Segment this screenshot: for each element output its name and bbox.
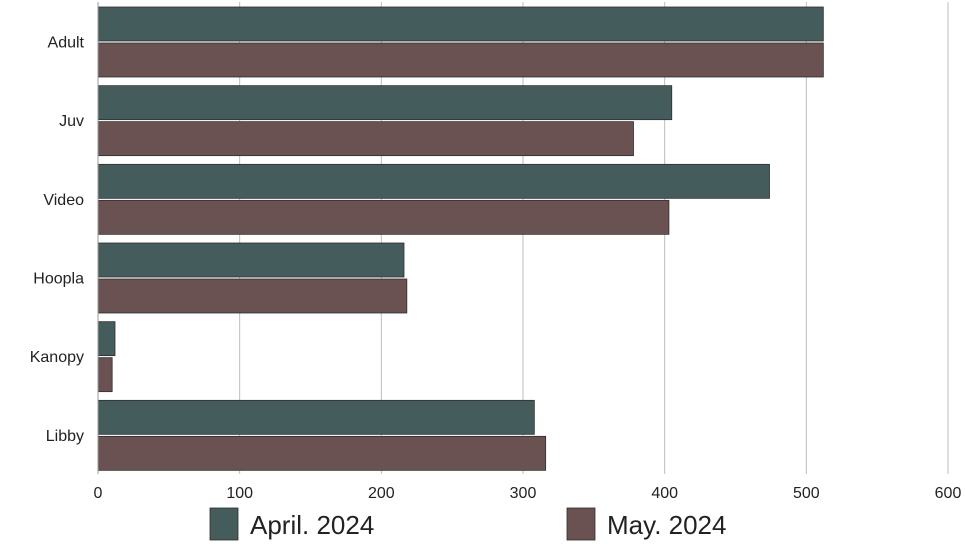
bar-libby-may [97,435,547,471]
x-tick-labels: 0 100 200 300 400 500 600 [94,485,962,502]
x-tick-label: 100 [226,485,253,502]
x-tick-label: 400 [651,485,678,502]
category-label-adult: Adult [48,35,85,52]
bar-libby-april [97,399,535,435]
bar-hoopla-april [97,242,405,278]
bar-adult-april [97,6,824,42]
bar-hoopla-may [97,278,408,314]
legend-swatch-may [566,507,596,541]
category-label-hoopla: Hoopla [33,271,84,288]
category-label-libby: Libby [46,428,84,445]
bar-kanopy-may [97,357,113,393]
legend-label-may: May. 2024 [607,510,726,540]
bar-adult-may [97,42,824,78]
x-tick-label: 500 [793,485,820,502]
category-label-juv: Juv [59,113,84,130]
grid-lines [239,2,949,474]
bar-video-april [97,163,770,199]
category-labels: Adult Juv Video Hoopla Kanopy Libby [30,35,85,445]
x-tick-label: 300 [510,485,537,502]
category-label-video: Video [43,192,84,209]
x-tick-label: 0 [94,485,103,502]
bars [97,6,824,471]
bar-kanopy-april [97,321,116,357]
bar-juv-may [97,121,634,157]
category-label-kanopy: Kanopy [30,349,84,366]
x-tick-label: 200 [368,485,395,502]
legend-swatch-april [209,507,239,541]
legend-label-april: April. 2024 [250,510,374,540]
legend: April. 2024 May. 2024 [209,507,726,541]
bar-juv-april [97,85,673,121]
x-tick-label: 600 [935,485,962,502]
bar-video-may [97,199,670,235]
